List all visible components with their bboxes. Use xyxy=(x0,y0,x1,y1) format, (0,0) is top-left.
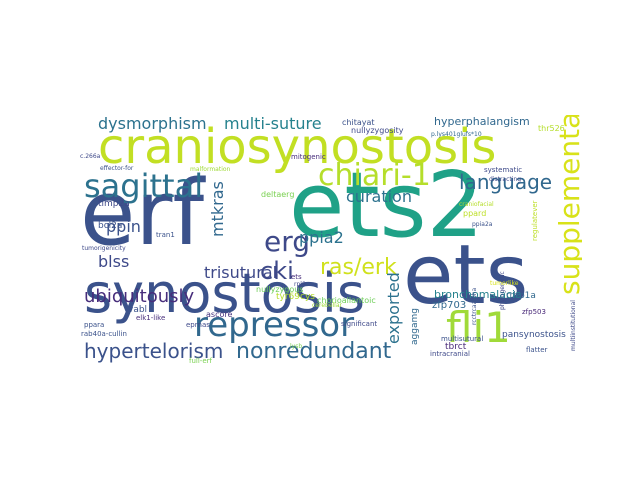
word: distracting xyxy=(489,176,522,183)
word: hypertelorism xyxy=(84,339,224,363)
word-cloud: erf ets2 ets craniosynostosis synostosis… xyxy=(76,115,582,368)
word: vabl xyxy=(128,305,148,315)
word: ets xyxy=(403,228,529,323)
word: fli1 xyxy=(446,303,511,352)
word: tyr69cys xyxy=(276,292,315,302)
word: zfp503 xyxy=(522,308,546,316)
word: zfp703 xyxy=(432,300,467,311)
word: mtkras xyxy=(208,181,227,237)
word: flatter xyxy=(526,346,548,354)
word: p.lys401glufs*10 xyxy=(431,131,482,138)
word: regulatever xyxy=(531,200,539,241)
word: ppia2a xyxy=(472,221,493,228)
word: tran1 xyxy=(156,231,175,239)
word: ubiquitously xyxy=(84,286,195,307)
word: curation xyxy=(346,187,412,206)
word: ppard xyxy=(463,209,487,218)
word: bcl2a xyxy=(98,221,123,231)
word: tumorlike xyxy=(490,280,519,287)
word: rab40a-cullin xyxy=(81,330,127,338)
word: ets2 xyxy=(289,153,484,258)
word: multi-suture xyxy=(224,115,322,133)
word: chitayat xyxy=(342,118,375,127)
word: mitogenic xyxy=(291,153,326,161)
word: craniosynostosis xyxy=(98,119,497,175)
word: ppara xyxy=(84,321,105,329)
word: significant xyxy=(341,320,378,328)
word: ras/erk xyxy=(320,255,397,280)
word: exported xyxy=(384,272,403,344)
word: ets xyxy=(291,273,302,281)
word: nullyzygous xyxy=(256,285,304,294)
word: deltaerg xyxy=(261,190,295,199)
word: rcctrcaalpha xyxy=(471,287,478,325)
word: craniofacial xyxy=(459,201,494,208)
word: nonredundant xyxy=(236,339,392,364)
word: eprnas xyxy=(186,321,210,329)
word: timp2a xyxy=(98,199,130,209)
word: rrbp1a xyxy=(506,291,536,301)
word: nullyzygosity xyxy=(351,126,404,135)
word: erf xyxy=(80,161,205,266)
word: tbrct xyxy=(445,342,467,352)
word: rpl8 xyxy=(294,281,306,288)
word: tumorigenicity xyxy=(82,245,126,252)
word: hyperphalangism xyxy=(434,115,530,128)
word: multisutural xyxy=(441,335,484,343)
word: aggamg xyxy=(410,308,420,345)
word: effector-for xyxy=(100,165,134,172)
word: ppin xyxy=(106,217,141,236)
word: lysb xyxy=(290,343,303,350)
word: supplementary xyxy=(553,115,582,295)
word: sagittal xyxy=(84,167,204,205)
word: c.266a xyxy=(80,153,101,160)
word: trisutural xyxy=(204,263,278,282)
word: language xyxy=(459,170,553,194)
word: malformation xyxy=(190,166,231,173)
word: systematic xyxy=(484,166,523,174)
word: erg xyxy=(264,225,311,258)
word: full-erf xyxy=(189,357,212,365)
word: bronchomalacia xyxy=(434,288,522,301)
word: pansynostosis xyxy=(502,330,566,340)
word: cki xyxy=(260,257,294,285)
word: dysmorphism xyxy=(98,115,207,133)
word: intracranial xyxy=(430,350,470,358)
word: ppia2 xyxy=(299,228,344,247)
word: chiari-1 xyxy=(318,158,431,193)
word: synostosis xyxy=(84,262,365,325)
word: ascore xyxy=(206,310,233,319)
word: phylogenetic xyxy=(499,271,506,310)
word: elk1-like xyxy=(136,314,166,322)
word: chorioallantoic xyxy=(317,296,376,305)
word: cerebellar xyxy=(312,302,342,309)
word: thr526 xyxy=(538,124,565,133)
word: repressor xyxy=(194,305,355,345)
word: blss xyxy=(98,252,130,271)
word: multiinstitutional xyxy=(570,300,577,351)
